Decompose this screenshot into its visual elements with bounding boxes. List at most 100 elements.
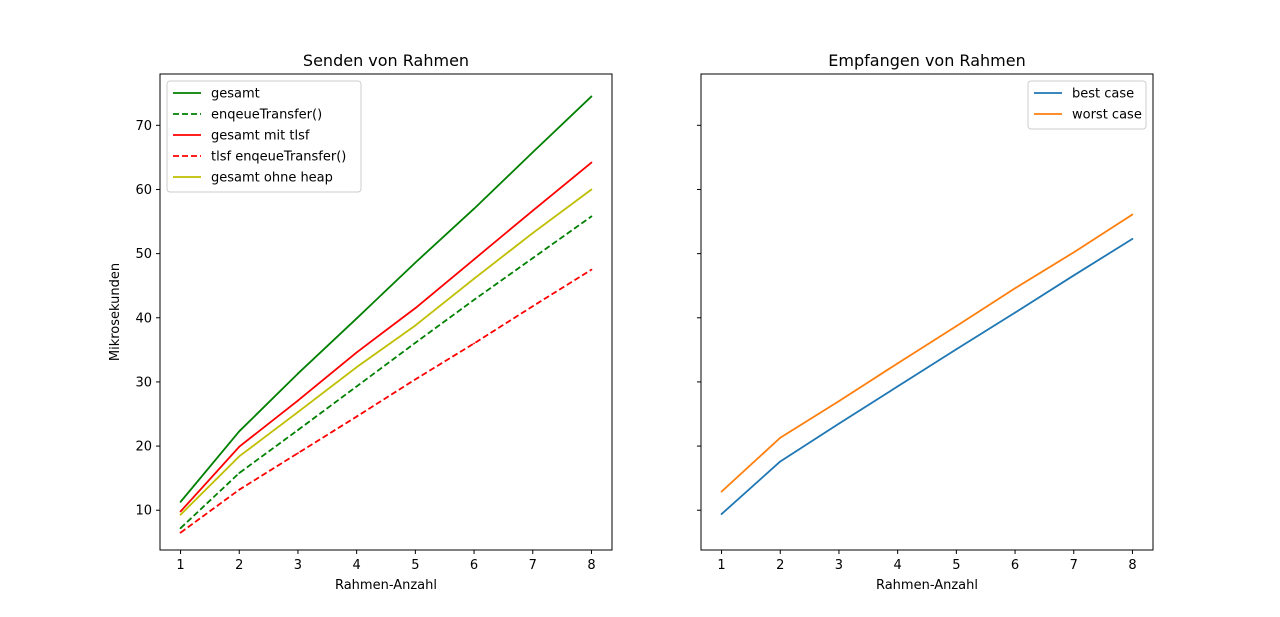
data-point — [355, 385, 358, 388]
data-point — [531, 209, 534, 212]
series-line — [179, 188, 592, 516]
chart-title: Senden von Rahmen — [303, 51, 469, 70]
data-point — [238, 472, 241, 474]
x-tick-label: 4 — [894, 558, 902, 573]
data-point — [473, 207, 475, 210]
legend-label: gesamt ohne heap — [211, 171, 333, 186]
x-axis-label: Rahmen-Anzahl — [335, 578, 437, 593]
x-tick-label: 1 — [176, 558, 184, 573]
data-point — [838, 400, 840, 403]
x-tick-label: 8 — [587, 558, 595, 573]
data-point — [779, 436, 782, 439]
data-point — [179, 531, 182, 534]
data-point — [179, 510, 182, 513]
data-point — [720, 490, 723, 493]
data-point — [779, 460, 782, 463]
data-point — [590, 161, 593, 164]
x-tick-label: 6 — [1011, 558, 1019, 573]
data-point — [955, 325, 958, 328]
y-tick-label: 10 — [135, 504, 152, 519]
data-point — [1072, 274, 1075, 277]
data-point — [414, 261, 417, 264]
data-point — [896, 385, 899, 388]
data-point — [414, 307, 417, 310]
data-point — [238, 445, 241, 448]
data-point — [531, 257, 534, 260]
data-point — [531, 151, 534, 154]
data-point — [355, 317, 358, 320]
plot-senden: Senden von Rahmen 1 2 3 4 5 6 7 8 10 20 30 40 50 60 70 R… — [108, 51, 613, 593]
data-point — [414, 341, 417, 344]
x-tick-label: 5 — [411, 558, 419, 573]
data-point — [355, 366, 358, 369]
data-point — [590, 95, 593, 98]
x-tick-label: 7 — [1070, 558, 1078, 573]
data-point — [297, 452, 299, 455]
x-tick-label: 3 — [294, 558, 302, 573]
data-point — [473, 298, 475, 301]
data-point — [473, 277, 475, 280]
y-tick-label: 20 — [135, 440, 152, 455]
x-tick-label: 4 — [353, 558, 361, 573]
legend-label: gesamt — [211, 87, 260, 102]
y-tick-label: 50 — [135, 247, 152, 262]
data-point — [179, 527, 182, 530]
data-point — [179, 500, 182, 503]
series-line — [720, 213, 1133, 493]
axes-frame — [159, 73, 613, 551]
data-point — [473, 258, 475, 261]
legend-label: gesamt mit tlsf — [211, 129, 310, 144]
legend-label: enqeueTransfer() — [211, 108, 322, 123]
axes-frame — [700, 73, 1154, 551]
legend-label: worst case — [1072, 108, 1142, 123]
y-tick-label: 30 — [135, 375, 152, 390]
chart-title: Empfangen von Rahmen — [828, 51, 1025, 70]
series-line — [180, 268, 592, 534]
data-point — [1131, 213, 1134, 216]
x-tick-label: 3 — [835, 558, 843, 573]
x-tick-label: 6 — [470, 558, 478, 573]
data-point — [590, 268, 593, 271]
data-point — [1131, 237, 1134, 240]
data-point — [1072, 251, 1075, 254]
data-point — [590, 215, 593, 218]
y-axis-label: Mikrosekunden — [108, 263, 123, 361]
data-point — [720, 513, 723, 515]
y-tick-label: 70 — [135, 119, 152, 134]
data-point — [238, 430, 241, 433]
data-point — [238, 488, 241, 491]
y-tick-label: 60 — [135, 183, 152, 198]
legend-label: best case — [1072, 87, 1134, 102]
data-point — [179, 513, 182, 516]
x-tick-label: 5 — [952, 558, 960, 573]
data-point — [531, 305, 534, 308]
data-point — [838, 422, 840, 425]
data-point — [297, 372, 299, 375]
x-axis-label: Rahmen-Anzahl — [876, 578, 978, 593]
data-point — [590, 188, 593, 191]
series-line — [179, 215, 592, 529]
x-tick-label: 1 — [717, 558, 725, 573]
data-point — [355, 351, 358, 354]
data-point — [531, 232, 534, 234]
x-tick-label: 2 — [776, 558, 784, 573]
x-tick-label: 2 — [235, 558, 243, 573]
y-tick-label: 40 — [135, 311, 152, 326]
data-point — [896, 362, 899, 365]
series-line — [720, 238, 1133, 515]
data-point — [1014, 311, 1016, 314]
x-tick-label: 8 — [1128, 558, 1136, 573]
x-tick-label: 7 — [529, 558, 537, 573]
data-point — [297, 411, 299, 413]
legend-box — [166, 80, 362, 193]
data-point — [473, 342, 475, 345]
data-point — [238, 455, 241, 458]
data-point — [414, 378, 417, 381]
data-point — [414, 324, 417, 327]
legend-label: tlsf enqeueTransfer() — [211, 150, 346, 165]
plot-empfangen: Empfangen von Rahmen 1 2 3 4 5 6 7 8 Rahmen-Anzah… — [697, 51, 1154, 593]
series-line — [179, 95, 593, 503]
data-point — [355, 415, 358, 418]
data-point — [955, 348, 958, 351]
